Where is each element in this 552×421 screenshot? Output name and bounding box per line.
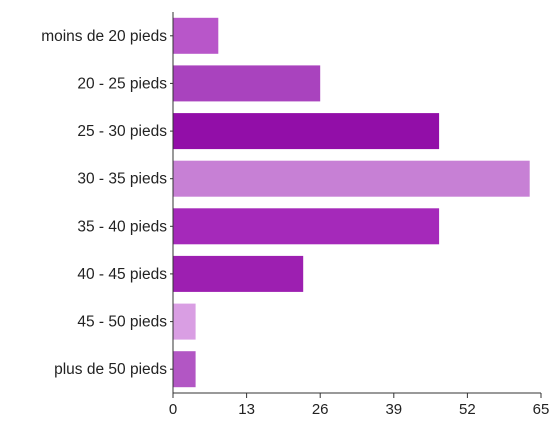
x-tick-label-5: 65: [533, 401, 550, 418]
bar-7: [173, 351, 196, 388]
category-label-3: 30 - 35 pieds: [77, 171, 167, 188]
bar-4: [173, 208, 440, 245]
category-labels: moins de 20 pieds 20 - 25 pieds 25 - 30 pi…: [41, 28, 167, 378]
x-tick-label-4: 52: [459, 401, 476, 418]
category-label-6: 45 - 50 pieds: [77, 314, 167, 331]
bars-group: [173, 17, 530, 388]
category-label-0: moins de 20 pieds: [41, 28, 167, 45]
category-label-1: 20 - 25 pieds: [77, 75, 167, 92]
x-tick-label-0: 0: [169, 401, 177, 418]
category-label-2: 25 - 30 pieds: [77, 123, 167, 140]
bar-1: [173, 65, 321, 102]
bar-5: [173, 255, 304, 292]
bar-3: [173, 160, 530, 197]
bar-6: [173, 303, 196, 340]
x-tick-labels: 0 13 26 39 52 65: [169, 401, 550, 418]
category-label-5: 40 - 45 pieds: [77, 266, 167, 283]
bar-0: [173, 17, 219, 54]
x-tick-label-3: 39: [385, 401, 402, 418]
x-tick-label-1: 13: [238, 401, 255, 418]
category-label-7: plus de 50 pieds: [54, 361, 167, 378]
axes-group: [170, 12, 542, 398]
bar-2: [173, 113, 440, 150]
x-tick-label-2: 26: [312, 401, 329, 418]
category-label-4: 35 - 40 pieds: [77, 218, 167, 235]
